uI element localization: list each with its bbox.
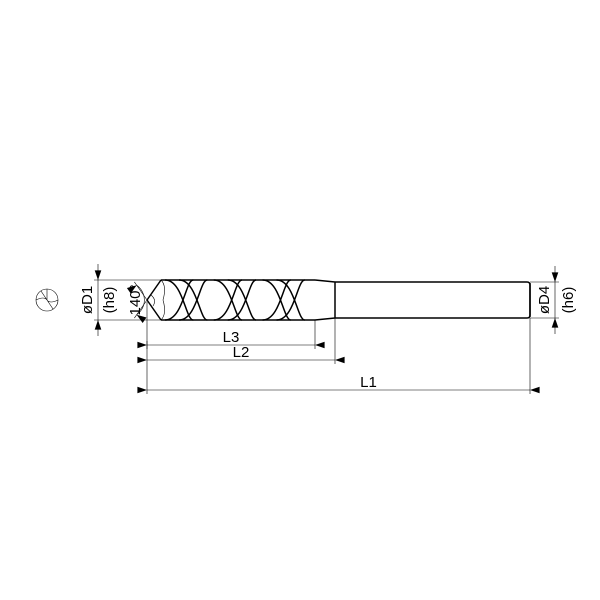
length-l1-label: L1: [360, 374, 377, 391]
diameter-d4-label: øD4: [536, 286, 553, 314]
tip-angle-label: 140°: [127, 284, 144, 315]
tolerance-h8-label: (h8): [101, 287, 118, 314]
length-l3-label: L3: [223, 329, 240, 346]
length-dimensions: [137, 302, 539, 394]
tolerance-h6-label: (h6): [560, 287, 577, 314]
length-l2-label: L2: [233, 344, 250, 361]
diameter-d1-label: øD1: [79, 286, 96, 314]
drill-dimension-diagram: øD1 (h8) øD4 (h6) 140° L1 L2 L3: [0, 0, 600, 600]
drill-body: [147, 280, 530, 320]
end-view-icon: [36, 289, 58, 311]
